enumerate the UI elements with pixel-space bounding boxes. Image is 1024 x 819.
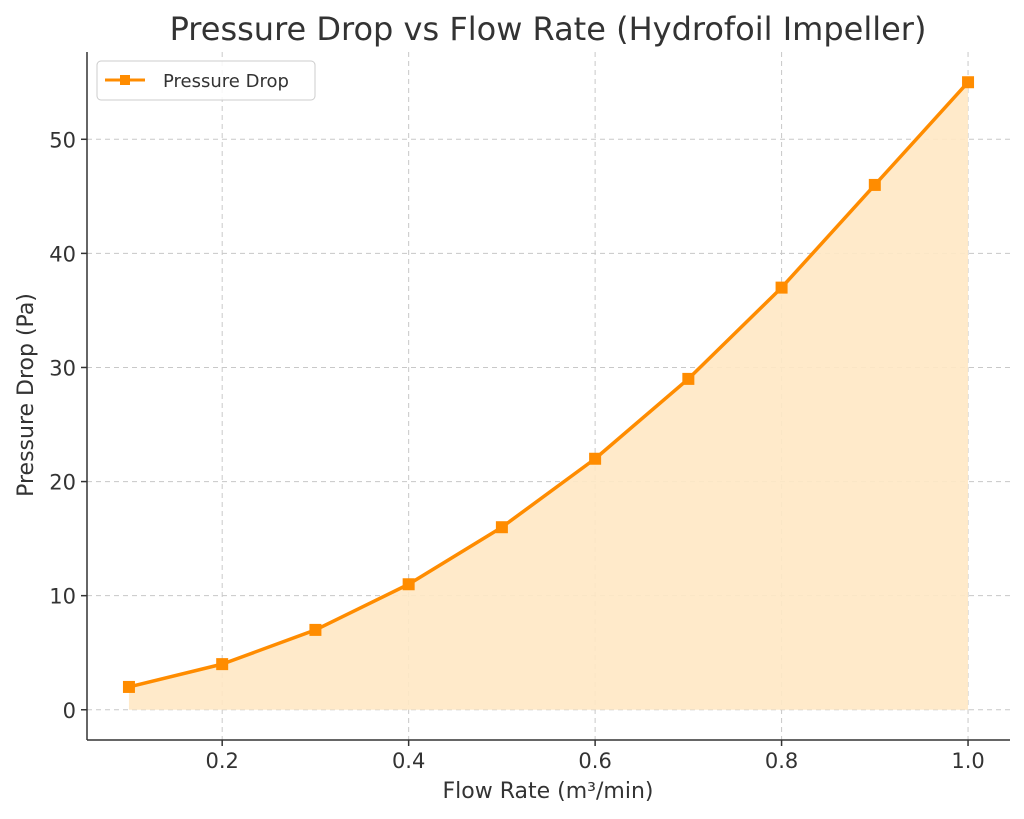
data-point-marker	[682, 372, 695, 385]
y-tick-label: 20	[49, 471, 76, 495]
y-tick-label: 30	[49, 356, 76, 380]
data-point-marker	[868, 178, 881, 191]
x-tick-label: 0.4	[392, 749, 425, 773]
data-point-marker	[589, 452, 602, 465]
data-point-marker	[402, 578, 415, 591]
data-point-marker	[495, 521, 508, 534]
y-tick-label: 10	[49, 585, 76, 609]
x-tick-label: 0.6	[578, 749, 611, 773]
data-point-marker	[775, 281, 788, 294]
chart-title: Pressure Drop vs Flow Rate (Hydrofoil Im…	[170, 10, 927, 48]
legend-marker-swatch	[120, 75, 130, 85]
x-tick-label: 1.0	[951, 749, 984, 773]
axis-ticks: 0.2 0.4 0.6 0.8 1.0 0 10 20 30 40 50	[49, 128, 984, 773]
y-axis-label: Pressure Drop (Pa)	[14, 293, 39, 497]
series-line-pressure-drop	[128, 81, 970, 689]
plot-area	[122, 76, 975, 693]
data-point-marker	[122, 680, 135, 693]
x-axis-label: Flow Rate (m³/min)	[443, 779, 654, 804]
data-point-marker	[309, 623, 322, 636]
y-tick-label: 50	[49, 128, 76, 152]
data-point-marker	[962, 76, 975, 89]
y-tick-label: 40	[49, 242, 76, 266]
legend-label: Pressure Drop	[163, 71, 289, 92]
data-point-marker	[216, 658, 229, 671]
area-fill	[128, 82, 969, 710]
legend-box	[96, 60, 316, 101]
x-tick-label: 0.2	[205, 749, 238, 773]
axes-spines	[86, 52, 1010, 741]
legend: Pressure Drop	[96, 60, 316, 101]
y-tick-label: 0	[63, 699, 76, 723]
x-tick-label: 0.8	[765, 749, 798, 773]
